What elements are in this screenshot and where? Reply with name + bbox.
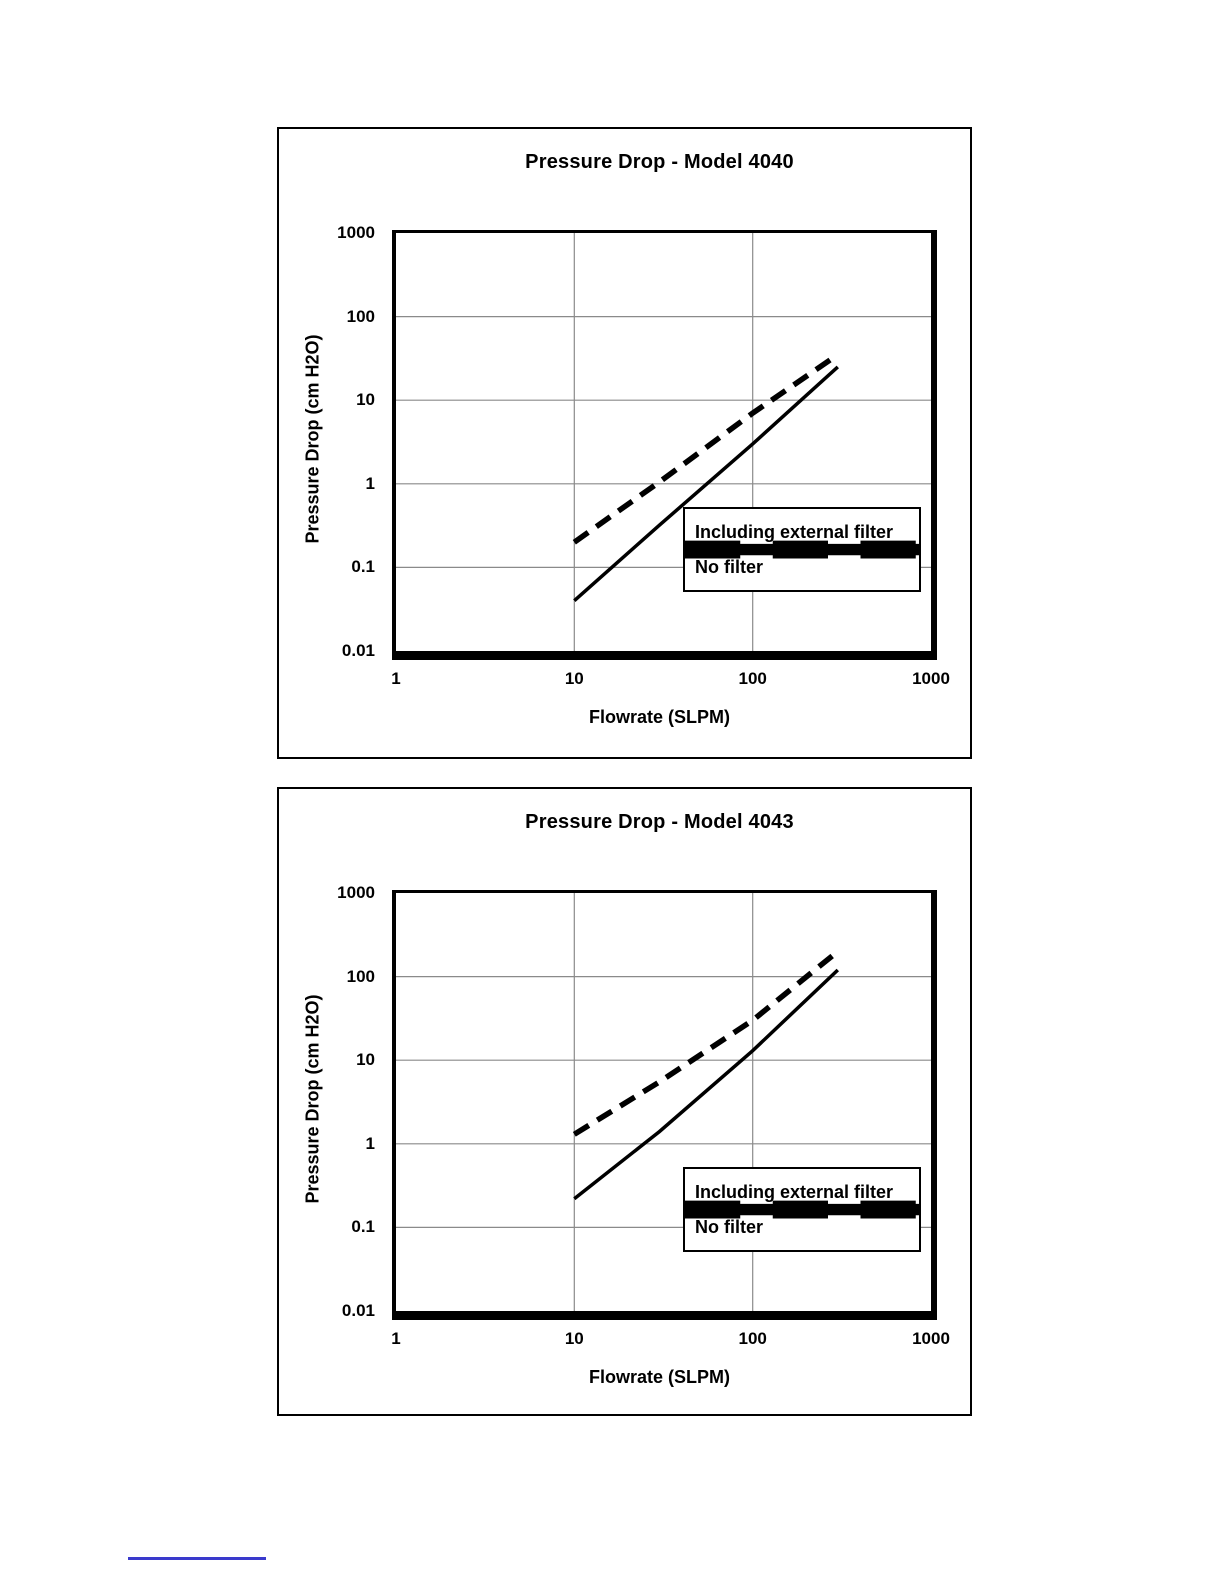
y-tick-label: 100	[346, 306, 375, 326]
x-tick-label: 10	[564, 1329, 584, 1348]
figure-model-4040: Pressure Drop - Model 4040 Pressure Drop…	[277, 127, 972, 759]
y-axis-tick-labels: 1000 100 10 1 0.1 0.01	[279, 883, 385, 1320]
y-tick-label: 1000	[337, 223, 375, 242]
y-tick-label: 0.01	[341, 1301, 375, 1320]
x-axis-title: Flowrate (SLPM)	[588, 707, 730, 727]
plot-area: Including external filter No filter	[392, 890, 937, 1320]
x-axis-title: Flowrate (SLPM)	[588, 1367, 730, 1387]
legend-label: No filter	[695, 556, 764, 577]
legend-item-no-filter: No filter	[685, 1203, 919, 1239]
figure-model-4043: Pressure Drop - Model 4043 Pressure Drop…	[277, 787, 972, 1416]
y-tick-label: 10	[356, 1050, 375, 1070]
y-tick-label: 0.01	[341, 641, 375, 660]
solid-line-sample-icon	[685, 1203, 919, 1216]
legend: Including external filter No filter	[683, 1167, 921, 1252]
legend-label: Including external filter	[695, 1182, 894, 1202]
chart-canvas	[396, 233, 931, 651]
x-tick-label: 1	[391, 1329, 401, 1348]
x-tick-label: 1	[391, 669, 401, 688]
legend-item-no-filter: No filter	[685, 543, 919, 579]
chart-title: Pressure Drop - Model 4040	[525, 151, 794, 173]
x-tick-label: 10	[564, 669, 584, 688]
chart-title: Pressure Drop - Model 4043	[525, 811, 794, 833]
x-axis-tick-labels: 1 10 100 1000	[391, 1325, 950, 1349]
plot-area: Including external filter No filter	[392, 230, 937, 660]
legend-label: No filter	[695, 1216, 764, 1237]
y-axis-tick-labels: 1000 100 10 1 0.1 0.01	[279, 223, 385, 660]
x-tick-label: 100	[738, 1329, 767, 1348]
legend: Including external filter No filter	[683, 507, 921, 592]
series-dashed	[572, 352, 840, 545]
legend-label: Including external filter	[695, 522, 894, 542]
series-dashed	[572, 949, 840, 1137]
x-tick-label: 1000	[912, 669, 950, 688]
solid-line-sample-icon	[685, 543, 919, 556]
footer-link-rule	[128, 1557, 266, 1560]
x-axis-tick-labels: 1 10 100 1000	[391, 665, 950, 689]
series-solid	[573, 365, 839, 603]
y-tick-label: 1	[365, 473, 375, 493]
x-tick-label: 1000	[912, 1329, 950, 1348]
x-tick-label: 100	[738, 669, 767, 688]
y-tick-label: 0.1	[351, 1217, 375, 1237]
y-tick-label: 0.1	[351, 557, 375, 577]
series-solid	[573, 968, 840, 1201]
y-tick-label: 10	[356, 390, 375, 410]
y-tick-label: 1000	[337, 883, 375, 902]
y-tick-label: 1	[365, 1133, 375, 1153]
y-tick-label: 100	[346, 966, 375, 986]
